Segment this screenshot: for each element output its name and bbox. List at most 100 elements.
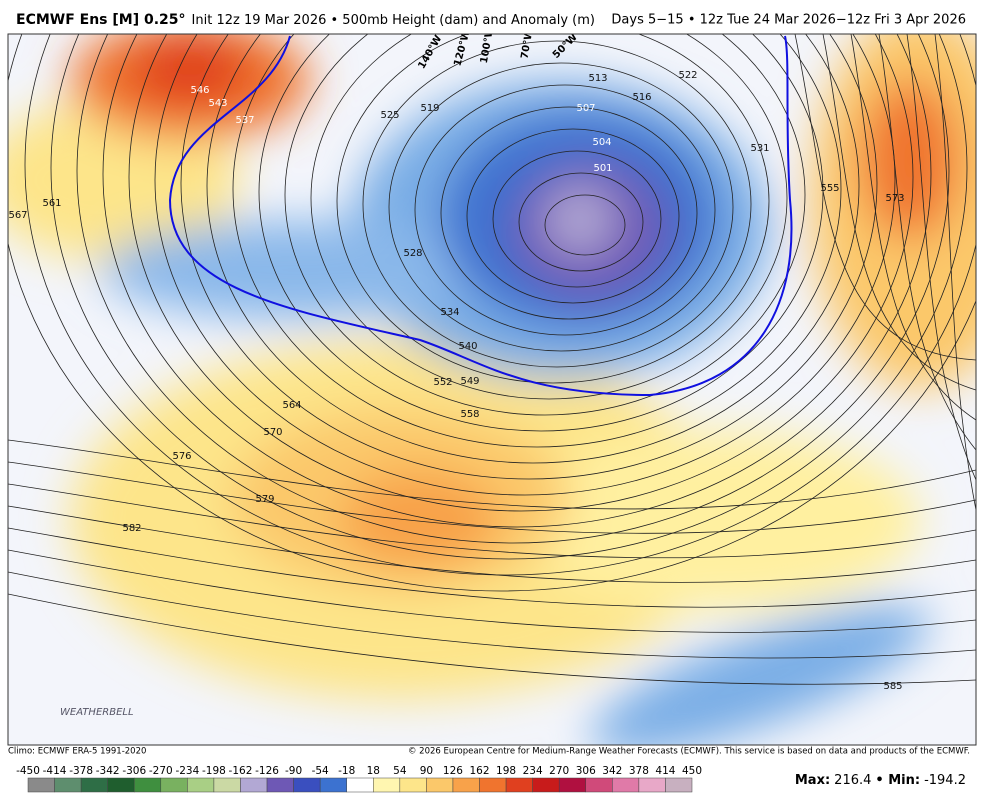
colorbar-label: 342 xyxy=(602,765,622,777)
climo-note: Climo: ECMWF ERA-5 1991-2020 xyxy=(8,747,146,757)
colorbar-label: 378 xyxy=(629,765,649,777)
contour-label: 564 xyxy=(282,400,301,411)
contour-label: 513 xyxy=(588,73,607,84)
contour-label: 570 xyxy=(263,427,282,438)
contour xyxy=(8,439,976,510)
contour xyxy=(362,40,752,368)
contour-label: 519 xyxy=(420,103,439,114)
contour xyxy=(8,571,976,659)
colorbar-swatch xyxy=(27,777,55,793)
colorbar-label: -198 xyxy=(202,765,226,777)
colorbar-swatch xyxy=(293,777,321,793)
colorbar-swatch xyxy=(80,777,108,793)
contour xyxy=(284,34,806,416)
contour-label: 546 xyxy=(190,85,209,96)
header: ECMWF Ens [M] 0.25° Init 12z 19 Mar 2026 … xyxy=(16,12,595,28)
contour-label: 549 xyxy=(460,376,479,387)
contour xyxy=(336,34,770,384)
contour-label: 558 xyxy=(460,409,479,420)
min-label: • Min: xyxy=(875,773,920,788)
colorbar-swatch xyxy=(558,777,587,793)
contour-540 xyxy=(168,35,793,397)
colorbar-swatch xyxy=(479,777,507,793)
map: WEATHERBELL 140°W 120°W 100°W 70°W 50°W54654… xyxy=(8,34,976,745)
contour xyxy=(102,34,932,528)
colorbar-label: -126 xyxy=(255,765,279,777)
contour xyxy=(8,483,976,559)
contour xyxy=(50,34,968,560)
colorbar-label: -306 xyxy=(122,765,146,777)
colorbar-label: -450 xyxy=(16,765,40,777)
colorbar-swatch xyxy=(638,777,666,793)
contour xyxy=(180,34,878,480)
colorbar-label: 450 xyxy=(682,765,702,777)
contour xyxy=(8,505,976,583)
contour-label: 573 xyxy=(885,193,904,204)
contour-label: 552 xyxy=(433,377,452,388)
colorbar-swatch xyxy=(612,777,640,793)
contour xyxy=(310,34,788,400)
colorbar-label: -270 xyxy=(149,765,173,777)
contour xyxy=(8,593,976,685)
colorbar-swatch xyxy=(346,777,374,793)
contour xyxy=(878,34,976,451)
colorbar-swatch xyxy=(532,777,560,793)
colorbar-swatch xyxy=(133,777,162,793)
colorbar-swatch xyxy=(240,777,268,793)
colorbar-label: -378 xyxy=(69,765,93,777)
contour-label: 540 xyxy=(458,341,477,352)
subtitle: Init 12z 19 Mar 2026 • 500mb Height (dam… xyxy=(192,13,595,28)
colorbar-swatch xyxy=(665,777,693,793)
map-frame xyxy=(7,33,977,746)
contour xyxy=(76,34,950,544)
contour-label: 543 xyxy=(208,98,227,109)
contour xyxy=(822,34,976,391)
contour xyxy=(8,34,976,592)
contour xyxy=(934,34,976,511)
contour-label: 507 xyxy=(576,103,595,114)
colorbar-label: 54 xyxy=(393,765,407,777)
contour-label: 516 xyxy=(632,92,651,103)
colorbar-label: -414 xyxy=(43,765,67,777)
contour-label: 504 xyxy=(592,137,611,148)
contour xyxy=(8,461,976,534)
colorbar-swatch xyxy=(319,777,347,793)
contour-label: 567 xyxy=(8,210,27,221)
contour-lines xyxy=(8,34,976,685)
title: ECMWF Ens [M] 0.25° xyxy=(16,12,186,28)
contour-label: 576 xyxy=(172,451,191,462)
colorbar-label: 306 xyxy=(576,765,596,777)
colorbar-swatch xyxy=(373,777,401,793)
colorbar-swatch xyxy=(54,777,82,793)
contour-label: 531 xyxy=(750,143,769,154)
colorbar-swatch xyxy=(505,777,533,793)
colorbar-swatch xyxy=(213,777,241,793)
stats: Max: 216.4 • Min: -194.2 xyxy=(795,773,966,788)
colorbar-label: 126 xyxy=(443,765,463,777)
contour xyxy=(492,150,662,288)
anomaly-shading xyxy=(8,34,976,745)
contour xyxy=(206,34,860,464)
contour-label: 585 xyxy=(883,681,902,692)
contour xyxy=(440,106,698,320)
colorbar-label: 90 xyxy=(420,765,433,777)
colorbar-label: 270 xyxy=(549,765,569,777)
contour-label: 501 xyxy=(593,163,612,174)
colorbar-swatch xyxy=(399,777,427,793)
colorbar-swatch xyxy=(107,777,135,793)
colorbar-label: -18 xyxy=(338,765,355,777)
colorbar-label: 198 xyxy=(496,765,516,777)
colorbar-swatch xyxy=(426,777,454,793)
colorbar-swatch xyxy=(266,777,294,793)
contour xyxy=(414,84,716,336)
colorbar-swatch xyxy=(160,777,188,793)
contour xyxy=(906,34,976,481)
contour-label: 534 xyxy=(440,307,459,318)
logo: WEATHERBELL xyxy=(60,707,134,718)
contour-label: 579 xyxy=(255,494,274,505)
contour xyxy=(128,34,914,512)
colorbar-label: 234 xyxy=(523,765,543,777)
contour xyxy=(24,34,976,576)
colorbar: -450 -414 -378 -342 -306 -270 -234 -198 -162 -126… xyxy=(16,765,702,793)
